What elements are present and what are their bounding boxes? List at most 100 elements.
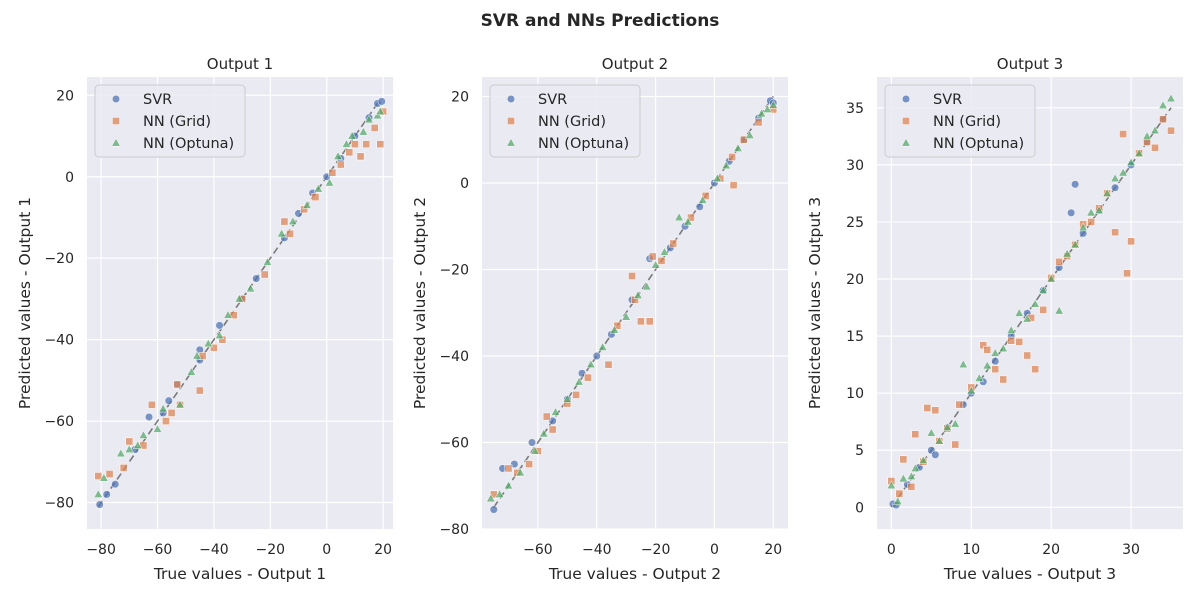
data-point-square (979, 341, 988, 350)
data-point-square (280, 217, 289, 226)
data-point-triangle (245, 283, 256, 293)
data-point-triangle (124, 444, 135, 454)
data-point-triangle (1102, 188, 1112, 197)
data-point-triangle (1054, 305, 1064, 315)
y-tick-label: 35 (846, 101, 864, 117)
data-point-triangle (958, 359, 969, 369)
data-point-square (162, 417, 170, 425)
data-point-square (1007, 336, 1016, 345)
data-point-triangle (550, 407, 561, 416)
legend-marker-square (902, 117, 910, 125)
x-tick-label: 10 (962, 542, 980, 558)
data-point-square (542, 412, 551, 421)
data-point-triangle (1142, 131, 1152, 140)
data-point-square (669, 239, 678, 248)
legend-marker-circle (901, 94, 911, 104)
y-tick-label: −20 (439, 262, 469, 278)
data-point-triangle (562, 394, 573, 403)
legend-marker-circle (506, 94, 516, 104)
data-point-triangle (262, 257, 273, 266)
data-point-triangle (942, 422, 953, 431)
x-tick-label: 0 (710, 542, 719, 558)
legend: SVR NN (Grid) NN (Optuna) (884, 84, 1036, 158)
data-point-triangle (175, 399, 185, 409)
x-tick-label: 0 (322, 542, 331, 558)
y-tick-label: 10 (846, 386, 864, 402)
data-point-triangle (192, 350, 202, 360)
data-point-square (899, 455, 908, 464)
y-tick-label: 25 (846, 215, 864, 231)
data-point-square (1127, 237, 1135, 246)
y-tick-label: −40 (44, 333, 74, 349)
data-point-circle (931, 450, 940, 459)
data-point-circle (527, 438, 537, 447)
data-point-square (645, 317, 654, 326)
data-point-triangle (683, 216, 693, 226)
y-tick-label: 0 (855, 500, 864, 516)
data-point-square (1119, 130, 1127, 138)
data-point-triangle (1158, 100, 1168, 109)
data-point-square (195, 386, 204, 395)
data-point-square (362, 140, 371, 149)
legend-label: NN (Optuna) (933, 136, 1024, 152)
data-point-square (119, 464, 128, 472)
data-point-triangle (893, 496, 903, 506)
data-point-square (991, 365, 1000, 374)
legend-label: SVR (933, 92, 962, 108)
data-point-square (370, 124, 379, 132)
data-point-triangle (214, 330, 225, 340)
y-tick-label: −80 (44, 496, 74, 512)
data-point-square (687, 213, 695, 222)
data-point-triangle (530, 446, 540, 455)
data-point-triangle (133, 440, 143, 449)
data-point-square (931, 406, 940, 415)
data-point-triangle (712, 173, 723, 183)
data-point-square (895, 489, 904, 498)
data-point-triangle (1038, 285, 1048, 294)
data-point-triangle (898, 473, 909, 483)
data-point-triangle (515, 467, 525, 477)
data-point-triangle (1118, 167, 1128, 177)
data-point-square (525, 460, 533, 468)
data-point-circle (548, 416, 557, 425)
data-points (93, 97, 387, 509)
data-point-circle (695, 202, 704, 211)
data-point-triangle (1126, 157, 1136, 167)
data-point-triangle (324, 177, 335, 187)
y-tick-label: 0 (460, 176, 469, 192)
data-point-triangle (539, 428, 549, 438)
legend-marker-square (112, 117, 120, 125)
data-point-triangle (621, 311, 631, 321)
data-point-square (1039, 305, 1048, 314)
data-point-circle (577, 369, 587, 378)
data-points (886, 93, 1176, 510)
data-point-triangle (288, 216, 298, 226)
data-point-square (376, 140, 385, 149)
x-tick-label: −20 (641, 542, 671, 558)
data-point-square (1087, 218, 1095, 226)
legend-box (489, 84, 641, 158)
data-point-square (328, 168, 337, 177)
data-point-circle (1111, 183, 1120, 192)
data-point-triangle (223, 310, 233, 319)
data-point-triangle (1094, 205, 1104, 214)
data-point-square (356, 152, 365, 161)
tick-labels: −60 −40 −20 0 20 −80 −60 −40 −20 0 20 (439, 89, 782, 558)
legend: SVR NN (Grid) NN (Optuna) (94, 84, 246, 158)
data-point-square (657, 256, 666, 265)
data-point-triangle (721, 160, 731, 170)
legend-marker-circle (111, 94, 121, 104)
data-point-circle (164, 396, 173, 405)
data-point-circle (1071, 180, 1080, 189)
x-tick-label: 30 (1122, 542, 1140, 558)
data-point-square (637, 317, 645, 326)
legend-box (884, 84, 1036, 158)
data-point-square (125, 437, 134, 446)
data-point-square (1055, 258, 1064, 266)
data-point-square (351, 140, 359, 149)
data-point-triangle (486, 493, 496, 503)
data-point-square (701, 192, 710, 200)
data-point-square (336, 160, 345, 169)
data-point-triangle (586, 359, 596, 369)
